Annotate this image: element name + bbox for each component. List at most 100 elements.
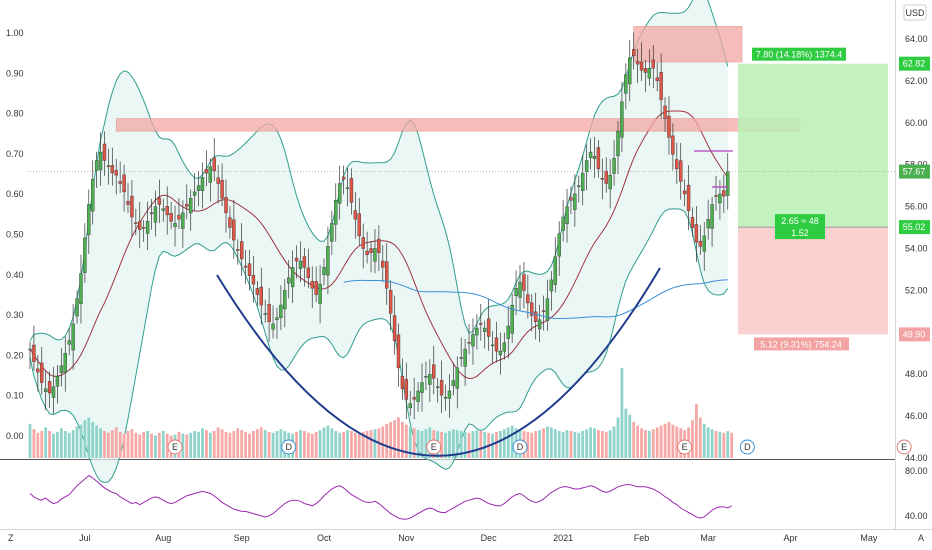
- candle-body: [537, 319, 542, 330]
- candle-body: [722, 190, 726, 197]
- left-tick-label: 0.50: [6, 230, 24, 240]
- candle-body: [581, 172, 585, 191]
- volume-bar: [361, 431, 365, 458]
- candle-body: [232, 219, 236, 241]
- volume-bar: [236, 428, 240, 458]
- volume-bar: [248, 433, 251, 458]
- price-label-box: [899, 220, 930, 235]
- candle-body: [710, 204, 714, 229]
- volume-bar: [146, 431, 149, 458]
- volume-bar: [381, 426, 385, 458]
- volume-bar: [608, 430, 612, 458]
- candle-body: [498, 350, 503, 356]
- candle-body: [118, 181, 122, 184]
- volume-bar: [83, 420, 87, 458]
- candle-body: [130, 195, 134, 218]
- volume-bar: [295, 431, 298, 458]
- volume-bar: [216, 427, 220, 458]
- volume-bar: [40, 431, 44, 458]
- candle-body: [588, 151, 593, 158]
- volume-bar: [659, 425, 663, 458]
- target-label: 7.80 (14.18%) 1374.4: [756, 50, 843, 60]
- candle-body: [510, 304, 514, 334]
- candle-body: [91, 179, 95, 212]
- stop-label: 5.12 (9.31%) 754.24: [760, 339, 842, 349]
- time-tick-label: Mar: [700, 533, 716, 543]
- volume-bar: [48, 431, 51, 458]
- volume-bar: [193, 431, 197, 458]
- right-tick-label: 52.00: [905, 285, 928, 295]
- volume-bar: [499, 431, 502, 458]
- candle-body: [290, 267, 295, 288]
- candle-body: [47, 381, 52, 394]
- volume-bar: [581, 431, 585, 458]
- candle-body: [545, 298, 550, 321]
- volume-bar: [604, 431, 608, 458]
- candle-body: [726, 171, 730, 196]
- time-tick-label: Nov: [398, 533, 415, 543]
- candle-body: [553, 256, 557, 285]
- volume-bar: [408, 426, 412, 458]
- candle-body: [134, 222, 138, 224]
- candle-body: [192, 191, 197, 196]
- candle-body: [145, 221, 150, 234]
- price-label: 55.02: [903, 222, 926, 232]
- overlay-lines: [216, 150, 733, 457]
- candle-body: [157, 197, 162, 205]
- candle-body: [181, 212, 185, 229]
- candle-body: [663, 105, 667, 119]
- volume-bar: [99, 428, 102, 458]
- volume-bar: [651, 429, 655, 458]
- candle-body: [392, 315, 397, 341]
- candle-body: [189, 197, 193, 214]
- volume-bar: [228, 432, 232, 458]
- candle-body: [502, 342, 507, 352]
- left-tick-label: 0.40: [6, 270, 24, 280]
- candle-body: [153, 206, 158, 223]
- volume-bar: [56, 431, 59, 458]
- volume-bar: [79, 424, 83, 458]
- volume-bar: [628, 414, 632, 458]
- volume-bar: [369, 430, 373, 458]
- time-tick-label: Dec: [481, 533, 498, 543]
- volume-bar: [444, 432, 447, 458]
- volume-bar: [275, 431, 279, 458]
- volume-bar: [561, 431, 565, 458]
- right-tick-label: 60.00: [905, 118, 928, 128]
- time-tick-label: Feb: [634, 533, 650, 543]
- volume-bar: [67, 432, 71, 458]
- dividend-marker: [739, 439, 755, 455]
- candle-body: [569, 197, 573, 201]
- volume-bar: [263, 430, 267, 458]
- volume-bar: [412, 428, 416, 458]
- ratio-label: 2.65 ≈ 48: [781, 216, 818, 226]
- volume-bar: [244, 431, 247, 458]
- volume-bar: [710, 429, 714, 458]
- candle-body: [596, 147, 601, 170]
- volume-bar: [346, 430, 349, 458]
- candle-body: [388, 290, 393, 314]
- volume-bar: [314, 431, 318, 458]
- candle-body: [667, 115, 671, 138]
- volume-bar: [655, 427, 659, 458]
- candle-body: [577, 185, 581, 187]
- candle-body: [98, 151, 103, 171]
- volume-bar: [114, 427, 118, 458]
- volume-bar: [157, 432, 161, 458]
- candle-body: [647, 68, 652, 79]
- resistance-zones: [115, 26, 801, 132]
- volume-bar: [299, 430, 302, 458]
- candle-body: [106, 165, 111, 167]
- candle-body: [718, 193, 722, 204]
- candle-body: [467, 342, 471, 344]
- volume-bar: [573, 431, 577, 458]
- candle-body: [212, 157, 216, 172]
- candle-body: [87, 204, 91, 236]
- candle-body: [302, 256, 307, 268]
- candle-body: [530, 302, 534, 316]
- oscillator-tick-label: 40.00: [905, 511, 928, 521]
- position-box[interactable]: 7.80 (14.18%) 1374.4 2.65 ≈ 48 1.52 5.12 (9…: [738, 47, 888, 351]
- volume-bar: [205, 430, 208, 458]
